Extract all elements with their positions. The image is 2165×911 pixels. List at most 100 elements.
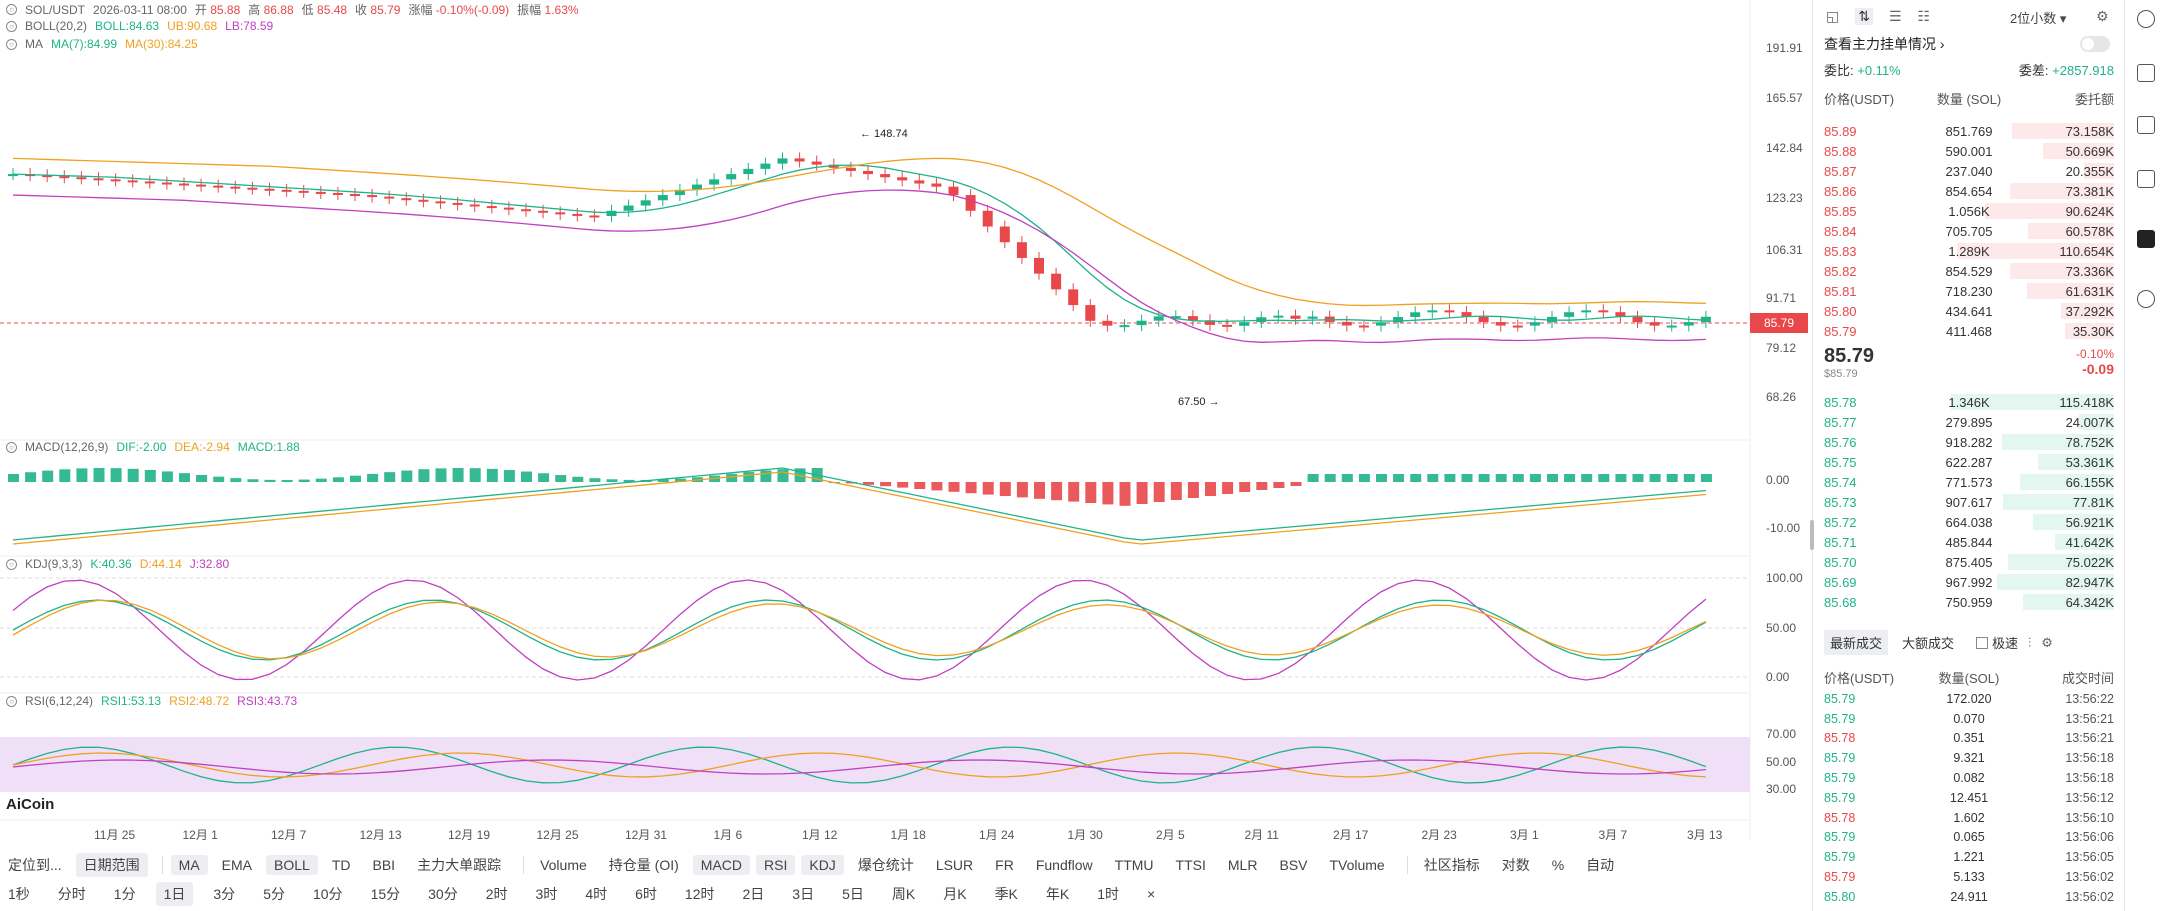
interval-button[interactable]: 10分 <box>312 886 343 902</box>
indicator-button[interactable]: KDJ <box>801 855 844 875</box>
indicator-button[interactable]: LSUR <box>935 857 974 873</box>
gear-icon[interactable]: ⚙ <box>2096 8 2109 24</box>
indicator-button[interactable]: 持仓量 (OI) <box>608 857 679 873</box>
bot-icon[interactable] <box>2137 230 2155 248</box>
trade-col-qty[interactable]: 数量(SOL) <box>1938 671 2000 686</box>
ask-row[interactable]: 85.81 718.230 61.631K <box>1814 281 2124 301</box>
indicator-button[interactable]: 日期范围 <box>75 853 148 877</box>
ask-row[interactable]: 85.84 705.705 60.578K <box>1814 221 2124 241</box>
eye-icon[interactable]: ○ <box>6 20 17 32</box>
filter-icon[interactable]: ⫶ <box>2028 634 2032 650</box>
indicator-button[interactable]: MA <box>170 855 208 875</box>
bid-row[interactable]: 85.72 664.038 56.921K <box>1814 512 2124 532</box>
eye-icon[interactable]: ○ <box>6 558 17 570</box>
ask-row[interactable]: 85.88 590.001 50.669K <box>1814 141 2124 161</box>
ask-row[interactable]: 85.82 854.529 73.336K <box>1814 261 2124 281</box>
bid-row[interactable]: 85.76 918.282 78.752K <box>1814 432 2124 452</box>
interval-button[interactable]: 3分 <box>213 886 236 902</box>
main-force-link[interactable]: 查看主力挂单情况 › <box>1824 36 1945 52</box>
interval-button[interactable]: 1时 <box>1097 886 1120 902</box>
ask-row[interactable]: 85.85 1.056K 90.624K <box>1814 201 2124 221</box>
indicator-button[interactable]: BBI <box>372 857 396 873</box>
ask-row[interactable]: 85.86 854.654 73.381K <box>1814 181 2124 201</box>
book-all-icon[interactable]: ◱ <box>1826 8 1840 24</box>
indicator-button[interactable]: RSI <box>756 855 796 875</box>
indicator-button[interactable]: 自动 <box>1586 857 1615 873</box>
kline-chart[interactable] <box>0 0 1810 840</box>
interval-button[interactable]: 月K <box>943 886 967 902</box>
eye-icon[interactable]: ○ <box>6 441 17 453</box>
card-icon[interactable] <box>2137 170 2155 188</box>
fast-checkbox[interactable] <box>1976 636 1989 649</box>
interval-button[interactable]: 1秒 <box>8 886 30 902</box>
interval-button[interactable]: 12时 <box>684 886 715 902</box>
indicator-button[interactable]: TVolume <box>1329 857 1385 873</box>
ma-info[interactable]: ○ MA MA(7):84.99 MA(30):84.25 <box>6 37 198 51</box>
refresh-icon[interactable] <box>2137 290 2155 308</box>
bid-row[interactable]: 85.74 771.573 66.155K <box>1814 472 2124 492</box>
indicator-button[interactable]: MACD <box>692 855 751 875</box>
settings-icon[interactable]: ⚙ <box>2041 634 2053 650</box>
decimals-select[interactable]: 2位小数 ▾ <box>2010 11 2067 26</box>
bid-row[interactable]: 85.77 279.895 24.007K <box>1814 412 2124 432</box>
interval-button[interactable]: 2时 <box>485 886 508 902</box>
indicator-button[interactable]: MLR <box>1227 857 1258 873</box>
indicator-button[interactable]: FR <box>995 857 1014 873</box>
interval-button[interactable]: 3时 <box>535 886 558 902</box>
interval-button[interactable]: 年K <box>1045 886 1070 902</box>
main-force-toggle[interactable] <box>2080 36 2110 52</box>
book-asks-icon[interactable]: ☷ <box>1917 8 1931 24</box>
indicator-button[interactable]: Volume <box>540 857 587 873</box>
interval-button[interactable]: 3日 <box>792 886 815 902</box>
bid-row[interactable]: 85.73 907.617 77.81K <box>1814 492 2124 512</box>
bid-row[interactable]: 85.69 967.992 82.947K <box>1814 572 2124 592</box>
ask-row[interactable]: 85.80 434.641 37.292K <box>1814 301 2124 321</box>
interval-button[interactable]: 5日 <box>842 886 864 902</box>
ask-row[interactable]: 85.79 411.468 35.30K <box>1814 321 2124 341</box>
interval-button[interactable]: 30分 <box>428 886 458 902</box>
bid-row[interactable]: 85.71 485.844 41.642K <box>1814 532 2124 552</box>
indicator-button[interactable]: 定位到... <box>8 857 62 873</box>
scrollbar[interactable] <box>1810 520 1814 550</box>
bid-row[interactable]: 85.70 875.405 75.022K <box>1814 552 2124 572</box>
eye-icon[interactable]: ○ <box>6 4 17 15</box>
interval-button[interactable]: 1日 <box>155 882 194 906</box>
indicator-button[interactable]: TTMU <box>1114 857 1154 873</box>
interval-button[interactable]: 分时 <box>57 886 86 902</box>
indicator-button[interactable]: TTSI <box>1175 857 1206 873</box>
interval-button[interactable]: 15分 <box>370 886 401 902</box>
indicator-button[interactable]: TD <box>331 857 351 873</box>
indicator-button[interactable]: BOLL <box>266 855 318 875</box>
bid-row[interactable]: 85.75 622.287 53.361K <box>1814 452 2124 472</box>
tab-large-trades[interactable]: 大额成交 <box>1902 636 1955 651</box>
indicator-button[interactable]: % <box>1551 857 1565 873</box>
boll-info[interactable]: ○ BOLL(20,2) BOLL:84.63 UB:90.68 LB:78.5… <box>6 19 273 33</box>
indicator-button[interactable]: BSV <box>1279 857 1308 873</box>
trend-icon[interactable] <box>2137 64 2155 82</box>
book-split-icon[interactable]: ⇅ <box>1855 8 1873 25</box>
chart-icon[interactable] <box>2137 116 2155 134</box>
interval-button[interactable]: 2日 <box>742 886 765 902</box>
interval-button[interactable]: × <box>1147 886 1156 902</box>
ask-row[interactable]: 85.83 1.289K 110.654K <box>1814 241 2124 261</box>
book-bids-icon[interactable]: ☰ <box>1888 8 1902 24</box>
ask-row[interactable]: 85.89 851.769 73.158K <box>1814 121 2124 141</box>
interval-button[interactable]: 6时 <box>635 886 657 902</box>
interval-button[interactable]: 季K <box>994 886 1018 902</box>
bid-row[interactable]: 85.68 750.959 64.342K <box>1814 592 2124 612</box>
macd-info[interactable]: ○ MACD(12,26,9) DIF:-2.00 DEA:-2.94 MACD… <box>6 440 300 454</box>
interval-button[interactable]: 1分 <box>113 886 136 902</box>
bid-row[interactable]: 85.78 1.346K 115.418K <box>1814 392 2124 412</box>
tab-latest-trades[interactable]: 最新成交 <box>1824 630 1889 655</box>
kdj-info[interactable]: ○ KDJ(9,3,3) K:40.36 D:44.14 J:32.80 <box>6 557 229 571</box>
eye-icon[interactable]: ○ <box>6 38 17 50</box>
indicator-button[interactable]: 主力大单跟踪 <box>417 857 502 873</box>
col-amount[interactable]: 委托额 <box>2075 92 2115 107</box>
indicator-button[interactable]: 社区指标 <box>1423 857 1480 873</box>
interval-button[interactable]: 5分 <box>263 886 285 902</box>
interval-button[interactable]: 周K <box>891 886 916 902</box>
minimize-icon[interactable] <box>2137 10 2155 28</box>
indicator-button[interactable]: EMA <box>221 857 253 873</box>
ask-row[interactable]: 85.87 237.040 20.355K <box>1814 161 2124 181</box>
col-qty[interactable]: 数量 (SOL) <box>1936 92 2002 107</box>
